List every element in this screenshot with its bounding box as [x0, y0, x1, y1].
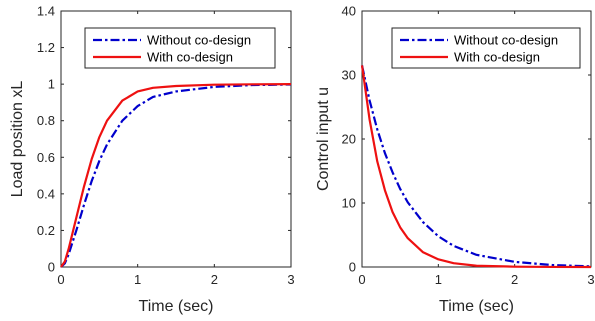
x-tick-label: 3 — [287, 272, 294, 287]
y-tick-label: 0 — [349, 260, 356, 275]
x-tick-label: 2 — [511, 272, 518, 287]
x-tick-label: 0 — [57, 272, 64, 287]
load-position-chart: 0 1 2 3 0 0.2 0.4 0.6 0.8 1 1.2 1.4 Time (sec) Load p… — [9, 4, 295, 316]
y-tick-label: 30 — [342, 68, 356, 83]
x-tick-label: 3 — [587, 272, 594, 287]
legend-label: With co-design — [454, 50, 540, 65]
legend: Without co-design With co-design — [391, 27, 581, 69]
series-line-without-co-design — [60, 83, 292, 268]
series-line-without-co-design — [360, 65, 592, 268]
legend: Without co-design With co-design — [84, 27, 276, 69]
x-tick-label: 2 — [211, 272, 218, 287]
legend-box — [391, 27, 581, 69]
y-tick-label: 1.2 — [37, 40, 55, 55]
legend-label: Without co-design — [454, 33, 558, 48]
y-tick-label: 10 — [342, 196, 356, 211]
y-tick-label: 0.6 — [37, 150, 55, 165]
x-tick-label: 1 — [435, 272, 442, 287]
y-axis-label: Control input u — [315, 87, 332, 191]
series-line-with-co-design — [360, 65, 592, 269]
series-line-with-co-design — [60, 83, 292, 268]
legend-box — [84, 27, 276, 69]
y-tick-label: 40 — [342, 4, 356, 19]
y-tick-label: 1.4 — [37, 4, 55, 19]
y-tick-label: 20 — [342, 132, 356, 147]
legend-label: With co-design — [147, 50, 233, 65]
x-tick-label: 0 — [358, 272, 365, 287]
y-axis-label: Load position xL — [9, 81, 26, 198]
legend-label: Without co-design — [147, 33, 251, 48]
y-tick-label: 0.4 — [37, 186, 55, 201]
y-tick-label: 0 — [48, 260, 55, 275]
y-tick-label: 0.2 — [37, 223, 55, 238]
x-axis-label: Time (sec) — [439, 298, 514, 315]
y-tick-label: 0.8 — [37, 113, 55, 128]
y-tick-label: 1 — [48, 77, 55, 92]
x-tick-label: 1 — [134, 272, 141, 287]
x-axis-label: Time (sec) — [139, 298, 214, 315]
